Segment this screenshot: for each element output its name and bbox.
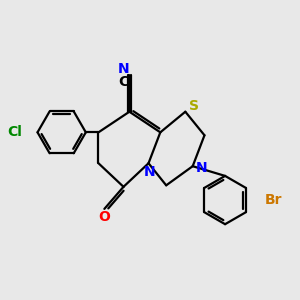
Text: N: N <box>196 161 207 175</box>
Text: C: C <box>118 75 129 89</box>
Text: O: O <box>98 210 110 224</box>
Text: N: N <box>118 62 129 76</box>
Text: Br: Br <box>265 193 282 207</box>
Text: Cl: Cl <box>8 125 22 139</box>
Text: S: S <box>189 99 199 113</box>
Text: N: N <box>144 165 155 179</box>
